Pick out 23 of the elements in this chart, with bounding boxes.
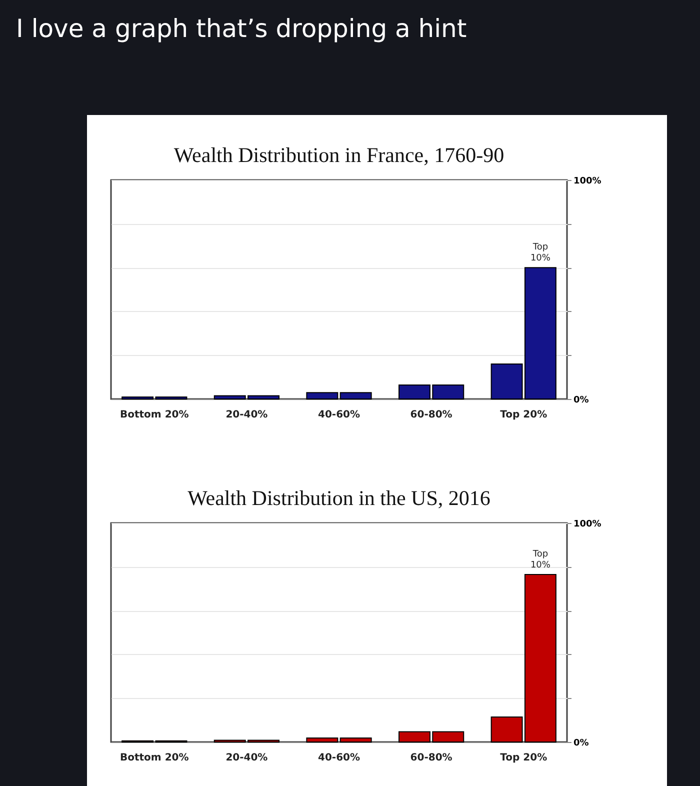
y-tick-label: 100% <box>574 176 602 186</box>
chart-title: Wealth Distribution in France, 1760-90 <box>174 143 504 167</box>
x-tick-label: 60-80% <box>410 752 452 764</box>
x-tick-label: Top 20% <box>500 752 548 764</box>
bar <box>340 392 372 400</box>
bar <box>306 738 338 742</box>
bar <box>340 738 372 742</box>
x-tick-label: Bottom 20% <box>120 752 189 764</box>
x-tick-label: Bottom 20% <box>120 410 189 420</box>
x-tick-label: Top 20% <box>500 410 548 420</box>
x-tick-label: 40-60% <box>318 752 360 764</box>
y-tick-label: 100% <box>574 520 602 530</box>
annotation: Top 10% <box>530 549 551 570</box>
y-tick-label: 0% <box>574 738 589 748</box>
x-tick-label: 20-40% <box>226 410 268 420</box>
x-tick-label: 20-40% <box>226 752 268 764</box>
x-tick-label: 60-80% <box>410 410 452 420</box>
y-tick-label: 0% <box>574 396 589 406</box>
x-tick-label: 40-60% <box>318 410 360 420</box>
text: I love a graph that’s dropping a hint <box>15 13 468 45</box>
annotation: Top 10% <box>530 242 551 264</box>
chart-title: Wealth Distribution in the US, 2016 <box>188 486 490 510</box>
bar <box>306 392 338 400</box>
